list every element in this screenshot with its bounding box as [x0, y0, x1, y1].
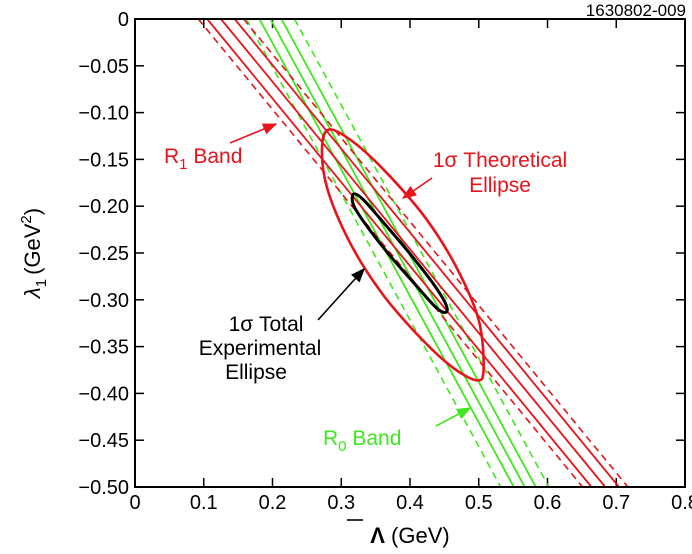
tick-labels: 0 0.1 0.2 0.3 0.4 0.5 0.6 0.7 0.8 0 −0.05 −0.10 −0.1…	[78, 9, 692, 514]
y-axis-title: λ1(GeV2)	[18, 208, 50, 299]
y-tick-label: −0.15	[78, 149, 129, 171]
theoretical-ellipse	[320, 128, 485, 382]
x-tick-label: 0.6	[534, 492, 562, 514]
y-tick-label: −0.50	[78, 477, 129, 499]
ellipses	[320, 128, 485, 382]
r1-band-central-line	[220, 19, 606, 487]
x-tick-label: 0.3	[327, 492, 355, 514]
x-axis-title: Λ (GeV)	[370, 523, 449, 548]
y-tick-label: −0.35	[78, 337, 129, 359]
r0-band-label: R0 Band	[323, 427, 401, 455]
bands	[197, 19, 629, 487]
experimental-ellipse-label-line2: Experimental	[199, 337, 322, 360]
x-tick-label: 0.2	[259, 492, 287, 514]
experimental-ellipse	[350, 192, 449, 314]
r0-band-dashed-line	[293, 19, 550, 487]
r0-band-central-line	[269, 19, 526, 487]
experimental-ellipse-label-line1: 1σ Total	[229, 313, 304, 336]
r1-band-dashed-line	[243, 19, 629, 487]
x-tick-label: 0	[129, 492, 140, 514]
figure-id: 1630802-009	[586, 1, 686, 20]
theoretical-ellipse-label-line2: Ellipse	[469, 174, 531, 197]
r0-band-dashed-line	[245, 19, 502, 487]
theoretical-ellipse-arrow	[401, 177, 433, 199]
plot-frame	[134, 18, 686, 488]
y-tick-label: −0.25	[78, 243, 129, 265]
y-tick-label: −0.30	[78, 290, 129, 312]
svg-text:λ1(GeV2): λ1(GeV2)	[18, 208, 50, 299]
x-tick-label: 0.4	[396, 492, 424, 514]
y-tick-label: −0.05	[78, 56, 129, 78]
x-tick-label: 0.5	[465, 492, 493, 514]
x-tick-label: 0.8	[671, 492, 692, 514]
experimental-ellipse-arrow	[317, 267, 365, 321]
r1-band-dashed-line	[197, 19, 584, 487]
y-tick-label: −0.20	[78, 196, 129, 218]
y-tick-label: −0.45	[78, 430, 129, 452]
r1-band-label: R1 Band	[164, 145, 242, 173]
r0-band-arrow	[435, 407, 472, 427]
x-tick-label: 0.7	[602, 492, 630, 514]
r1-band-solid-line	[233, 19, 620, 487]
y-tick-label: −0.40	[78, 383, 129, 405]
theoretical-ellipse-label-line1: 1σ Theoretical	[433, 149, 567, 172]
y-tick-label: 0	[118, 9, 129, 31]
r1-band-arrow	[229, 123, 278, 144]
y-tick-label: −0.10	[78, 103, 129, 125]
experimental-ellipse-label-line3: Ellipse	[225, 361, 287, 384]
r1-band-solid-line	[206, 19, 593, 487]
x-tick-label: 0.1	[190, 492, 218, 514]
